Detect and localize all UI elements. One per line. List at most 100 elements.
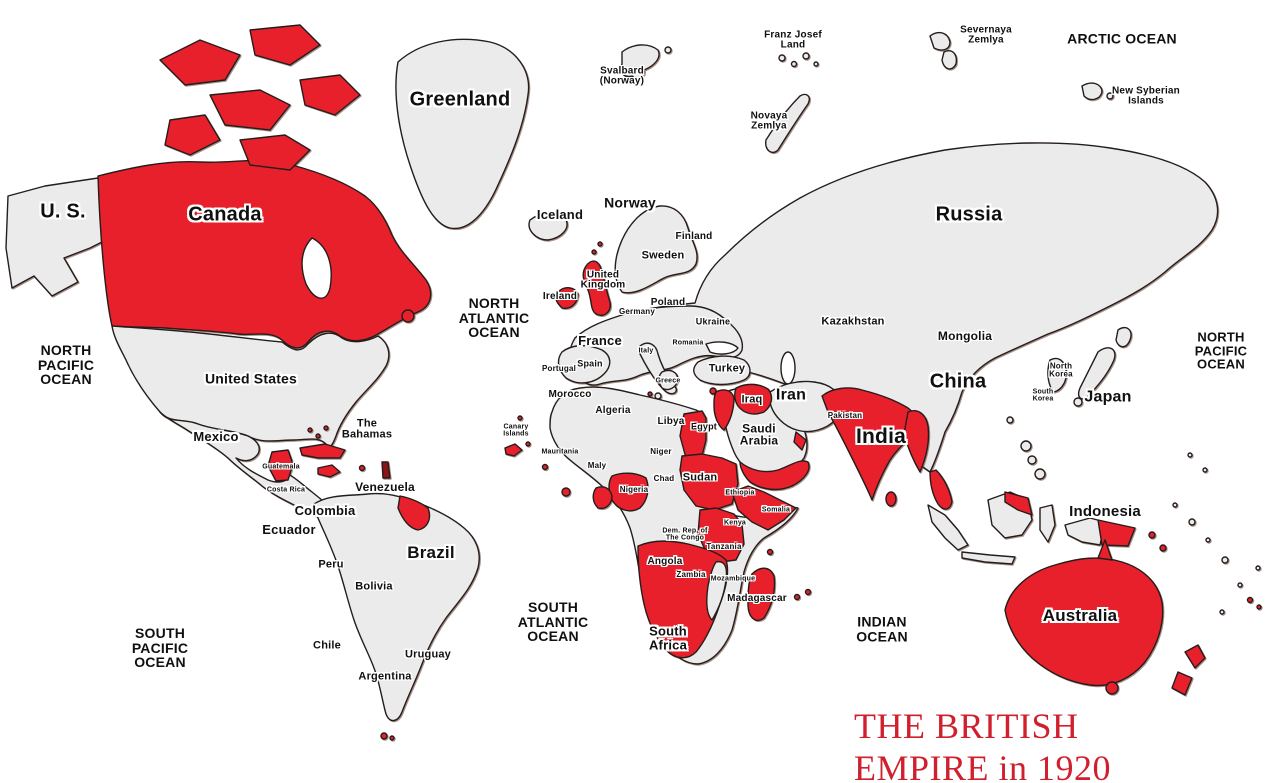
territory-new-zealand-north (1184, 644, 1206, 669)
territory-malaya (929, 469, 953, 510)
territory-british-guiana (397, 495, 431, 531)
territory-tasmania (1105, 681, 1119, 695)
landmass-mexico-central-america (159, 411, 343, 528)
territory-nigeria (608, 472, 649, 512)
territory-ireland (555, 287, 579, 309)
landmass-eurasia (574, 142, 1219, 473)
territory-mauritius (793, 593, 801, 601)
group-south-asia (821, 387, 1136, 565)
bahamas-island-1 (307, 427, 313, 433)
territory-newfoundland (401, 309, 415, 323)
landmass-sulawesi (1039, 504, 1056, 543)
territory-southern-africa (637, 540, 729, 659)
philippines-2 (1027, 455, 1037, 465)
territory-cape-york (1097, 539, 1113, 561)
arctic-archipelago-2 (249, 24, 321, 66)
group-oceania (1004, 452, 1262, 696)
canary-islet-1 (525, 441, 531, 447)
taiwan (1006, 416, 1014, 424)
territory-solomons-1 (1148, 531, 1156, 539)
territory-jamaica-hispaniola (317, 464, 341, 478)
territory-sierra-leone (561, 487, 571, 497)
landmass-java (961, 551, 1016, 565)
territory-british-honduras (267, 449, 294, 482)
landmass-japan-kyushu (1073, 397, 1083, 407)
pacific-islet-8 (1255, 565, 1261, 571)
bahamas-island-2 (315, 433, 321, 439)
territory-egypt (679, 410, 707, 459)
territory-reunion (804, 588, 812, 596)
landmass-iceland (528, 213, 568, 241)
philippines-1 (1020, 440, 1032, 452)
landmass-united-states (111, 325, 390, 448)
arctic-archipelago-6 (239, 134, 311, 171)
black-sea (705, 341, 739, 355)
landmass-west-new-guinea (1064, 517, 1106, 546)
landmass-greenland (395, 38, 530, 230)
franz-josef-islet-2 (790, 60, 798, 68)
territory-falklands-2 (389, 735, 395, 741)
group-south-america (313, 492, 480, 741)
landmass-sumatra (927, 504, 969, 551)
landmass-svalbard (620, 44, 660, 80)
territory-iraq (733, 383, 773, 415)
landmass-iberia (557, 345, 611, 384)
group-africa (504, 386, 812, 665)
territory-new-zealand-south (1171, 671, 1193, 696)
territory-fiji-1 (1246, 596, 1254, 604)
territory-cuba (299, 443, 346, 459)
territory-south-arabia (739, 460, 810, 491)
pacific-islet-6 (1221, 556, 1229, 564)
territory-malta (647, 391, 653, 397)
pacific-islet-5 (1205, 537, 1211, 543)
territory-ceylon (885, 491, 897, 507)
franz-josef-islet-4 (813, 61, 819, 67)
arctic-archipelago-5 (164, 114, 221, 156)
map-title: THE BRITISH EMPIRE in 1920 (854, 706, 1112, 783)
territory-australia (1004, 557, 1164, 687)
shetland-islet-1 (591, 249, 597, 255)
territory-puerto-rico (358, 464, 366, 472)
pacific-islet-7 (1237, 582, 1243, 588)
territory-gambia (541, 463, 549, 471)
landmass-new-syberian (1081, 82, 1103, 101)
landmass-scandinavia (614, 205, 698, 294)
hudson-bay (301, 237, 332, 299)
territory-india (821, 387, 920, 501)
territory-lesser-antilles (381, 461, 391, 479)
arctic-archipelago-4 (299, 74, 361, 116)
pacific-islet-4 (1188, 518, 1196, 526)
territory-solomons-2 (1159, 544, 1167, 552)
territory-comoros (766, 548, 774, 556)
group-eurasia (555, 142, 1219, 473)
group-atlantic-arctic (395, 31, 1114, 241)
landmass-turkey (693, 355, 751, 386)
territory-falklands-1 (380, 732, 388, 740)
arctic-archipelago-1 (159, 39, 241, 86)
landmass-japan-honshu (1078, 347, 1116, 400)
territory-gold-coast (592, 486, 613, 510)
landmass-mozambique (706, 560, 728, 621)
territory-united-kingdom (582, 260, 611, 316)
group-north-america (5, 24, 432, 528)
group-caribbean (299, 425, 391, 479)
territory-fiji-2 (1256, 604, 1262, 610)
madeira-islet (517, 415, 523, 421)
svalbard-islet (664, 46, 672, 54)
arctic-archipelago-3 (209, 89, 291, 131)
territory-palestine-jordan (713, 389, 735, 431)
territory-cyprus (709, 387, 717, 395)
group-middle-east (713, 380, 843, 491)
territory-east-new-guinea (1097, 519, 1136, 547)
landmass-severnaya-zemlya-2 (941, 50, 958, 70)
territory-north-borneo (1004, 491, 1033, 516)
landmass-south-america (313, 492, 480, 722)
territory-burma (903, 410, 930, 473)
pacific-islet-9 (1219, 609, 1225, 615)
franz-josef-islet-1 (778, 54, 786, 62)
philippines-3 (1034, 468, 1046, 480)
landmass-japan-hokkaido (1115, 326, 1132, 348)
territory-canary-islands (504, 443, 523, 457)
new-syberian-islet (1106, 92, 1114, 100)
